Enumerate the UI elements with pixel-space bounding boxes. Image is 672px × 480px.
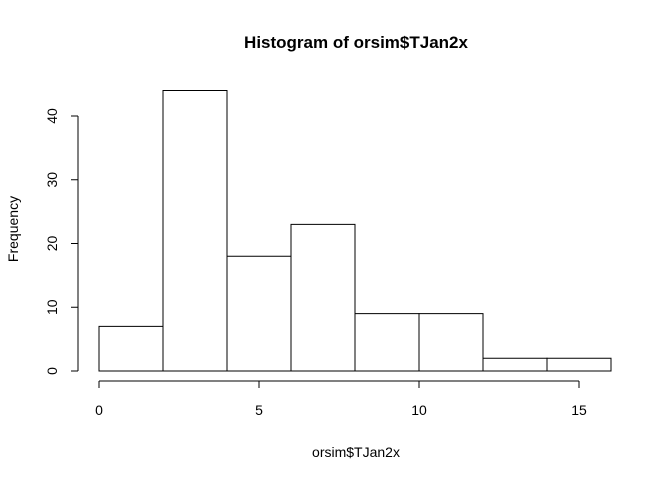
x-tick-label: 10 xyxy=(411,402,427,418)
y-tick-label: 0 xyxy=(44,367,60,375)
histogram-bar xyxy=(482,357,548,372)
x-tick-label: 0 xyxy=(95,402,103,418)
y-tick-label: 40 xyxy=(44,108,60,124)
histogram-bars xyxy=(98,90,612,372)
x-axis: 0 5 10 15 xyxy=(95,380,587,418)
chart-title: Histogram of orsim$TJan2x xyxy=(244,33,468,52)
y-axis-title: Frequency xyxy=(5,196,21,262)
x-tick-label: 5 xyxy=(255,402,263,418)
histogram-bar xyxy=(290,223,356,372)
y-tick-label: 10 xyxy=(44,299,60,315)
x-axis-title: orsim$TJan2x xyxy=(312,444,400,460)
y-axis: 0 10 20 30 40 xyxy=(44,108,79,375)
histogram-bar xyxy=(162,90,228,372)
histogram-bar xyxy=(354,313,420,372)
x-tick-label: 15 xyxy=(571,402,587,418)
histogram-bar xyxy=(418,313,484,372)
y-tick-label: 20 xyxy=(44,236,60,252)
histogram-bar xyxy=(546,357,612,372)
histogram-bar xyxy=(98,325,164,372)
y-tick-label: 30 xyxy=(44,172,60,188)
histogram-bar xyxy=(226,255,292,372)
